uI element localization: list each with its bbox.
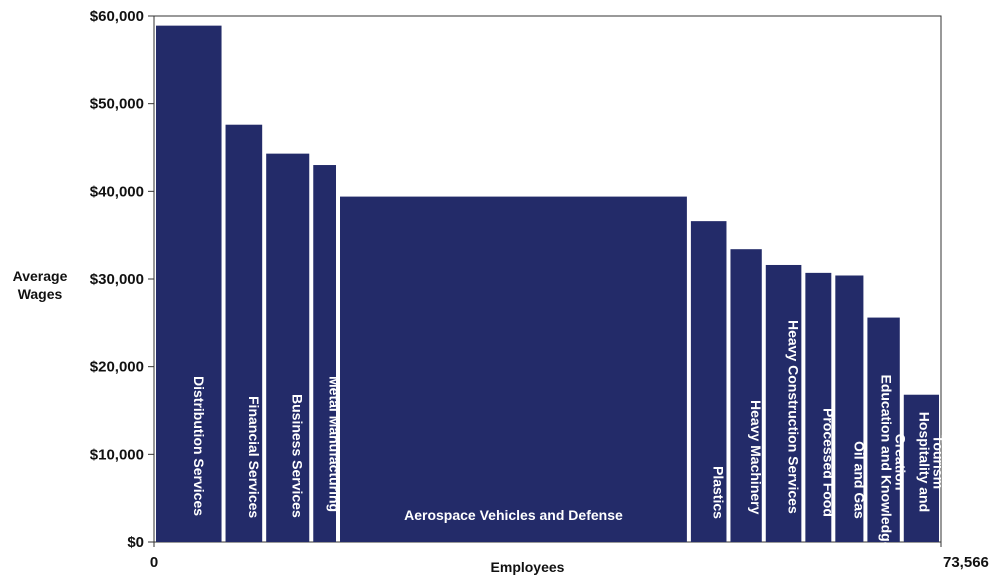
bar-label-oil-and-gas: Oil and Gas	[851, 441, 867, 519]
y-tick-label: $10,000	[90, 446, 144, 463]
bar-label-business-services: Business Services	[290, 394, 306, 518]
y-axis-label: Average Wages	[13, 268, 68, 302]
bar-aerospace-vehicles-and-defense	[340, 196, 687, 543]
bar-label-heavy-construction-services: Heavy Construction Services	[786, 320, 802, 514]
y-axis-label-line: Wages	[18, 286, 63, 302]
bar-label-hospitality-and-tourism: Hospitality and	[916, 412, 932, 512]
bar-label-metal-manufacturing: Metal Manufacturing	[327, 376, 343, 512]
bar-business-services	[266, 153, 310, 543]
bar-label-plastics: Plastics	[711, 466, 727, 519]
bar-distribution-services	[156, 25, 222, 543]
y-tick-label: $0	[127, 534, 144, 551]
bar-oil-and-gas	[835, 275, 864, 542]
y-tick-label: $40,000	[90, 183, 144, 200]
x-tick-label: 73,566	[943, 554, 989, 571]
bar-label-aerospace-vehicles-and-defense: Aerospace Vehicles and Defense	[404, 507, 623, 523]
bar-heavy-construction-services	[765, 264, 802, 542]
chart-ticks: $0 $10,000 $20,000 $30,000 $40,000 $50,000 $60…	[90, 8, 989, 571]
y-tick-label: $30,000	[90, 271, 144, 288]
bar-hospitality-and-tourism	[903, 394, 939, 542]
bar-label-hospitality-and-tourism: Tourism	[930, 435, 946, 489]
bar-financial-services	[225, 124, 263, 542]
bar-label-heavy-machinery: Heavy Machinery	[748, 400, 764, 515]
y-tick-label: $50,000	[90, 96, 144, 113]
y-tick-label: $20,000	[90, 359, 144, 376]
bar-heavy-machinery	[730, 249, 762, 542]
chart-bar-labels: Distribution Services Financial Services B…	[191, 320, 947, 550]
bar-education-and-knowledge-creation	[867, 317, 900, 542]
chart-bars	[156, 25, 939, 543]
x-tick-label: 0	[150, 554, 158, 571]
y-axis-label-line: Average	[13, 268, 68, 284]
x-axis-label: Employees	[491, 559, 565, 575]
bar-label-education-and-knowledge-creation: Education and Knowledge	[879, 374, 895, 549]
bar-label-financial-services: Financial Services	[246, 396, 262, 518]
bar-metal-manufacturing	[313, 165, 337, 543]
bar-label-processed-food: Processed Food	[820, 408, 836, 517]
bar-label-education-and-knowledge-creation: Creation	[893, 434, 909, 491]
bar-label-distribution-services: Distribution Services	[191, 376, 207, 516]
bar-plastics	[690, 221, 727, 542]
y-tick-label: $60,000	[90, 8, 144, 25]
bar-processed-food	[805, 272, 832, 542]
